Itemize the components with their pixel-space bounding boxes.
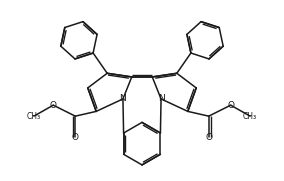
- Text: CH₃: CH₃: [243, 112, 257, 121]
- Text: N: N: [120, 94, 126, 103]
- Text: O: O: [205, 132, 212, 142]
- Text: N: N: [158, 94, 164, 103]
- Text: O: O: [72, 132, 79, 142]
- Text: CH₃: CH₃: [27, 112, 41, 121]
- Text: O: O: [50, 101, 57, 110]
- Text: O: O: [227, 101, 234, 110]
